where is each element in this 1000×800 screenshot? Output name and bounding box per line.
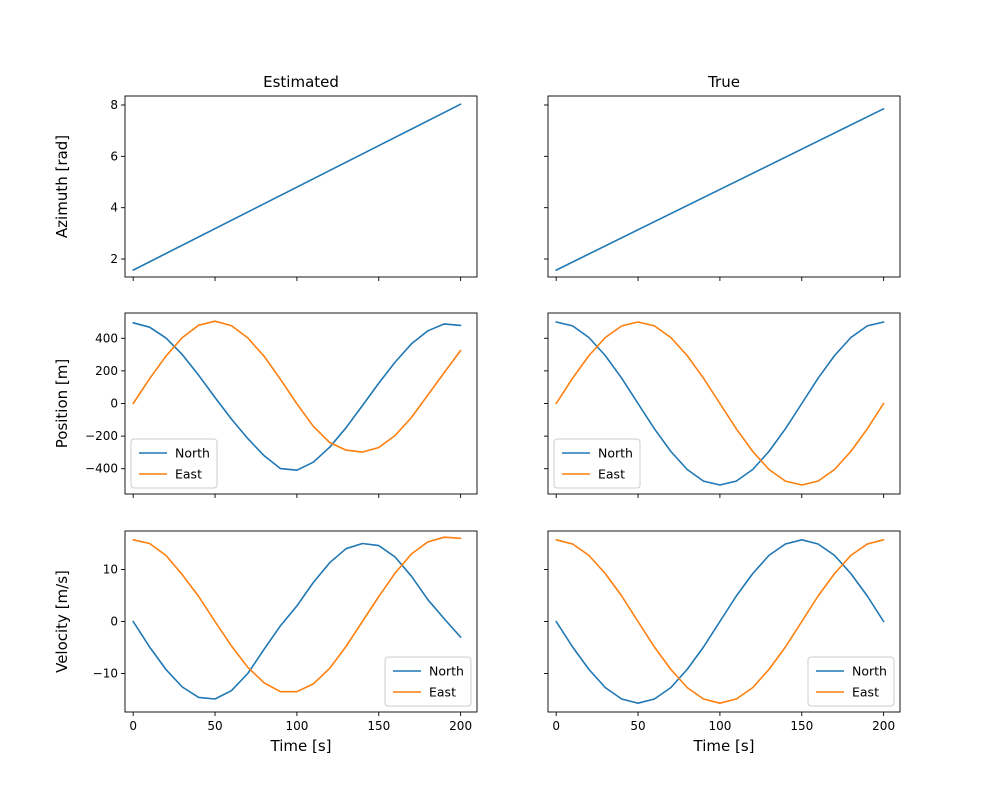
panel-1-true: True: [544, 73, 901, 281]
x-tick-label: 100: [708, 719, 731, 733]
series-line-north: [555, 538, 885, 705]
legend-label-north: North: [598, 446, 633, 461]
series-line-north: [132, 321, 462, 472]
y-tick-label: 400: [95, 331, 118, 345]
series-line-north: [132, 542, 462, 700]
panel-1-estimated: 2 4 6 8 Estimated: [110, 73, 478, 281]
legend-label-east: East: [429, 685, 456, 700]
legend-label-east: East: [598, 467, 625, 482]
series-line-east: [132, 536, 462, 693]
axes-frame: [124, 95, 478, 278]
series-line-east: [555, 538, 885, 705]
y-axis-label-row-2: Position [m]: [53, 359, 71, 449]
x-tick-label: 100: [285, 719, 308, 733]
panel-2-true: North East: [544, 312, 901, 498]
y-tick-label: −400: [85, 462, 118, 476]
legend-box: [384, 656, 472, 707]
series-line-azimuth: [555, 108, 885, 271]
x-tick-label: 150: [790, 719, 813, 733]
series-line-east: [132, 320, 462, 453]
y-tick-label: 8: [110, 98, 118, 112]
y-axis-label-row-1: Azimuth [rad]: [53, 135, 71, 238]
y-tick-label: −200: [85, 429, 118, 443]
series-line-east: [555, 321, 885, 486]
y-tick-label: −10: [93, 667, 118, 681]
x-tick-label: 0: [129, 719, 137, 733]
x-axis-label: Time [s]: [693, 737, 755, 755]
y-axis-label-row-3: Velocity [m/s]: [53, 570, 71, 673]
x-tick-label: 200: [872, 719, 895, 733]
column-title-true: True: [707, 73, 740, 91]
column-title-estimated: Estimated: [263, 73, 339, 91]
y-tick-label: 6: [110, 149, 118, 163]
series-line-north: [555, 321, 885, 486]
legend: North East: [553, 438, 641, 489]
y-tick-label: 10: [103, 562, 118, 576]
legend: North East: [130, 438, 218, 489]
x-axis-label: Time [s]: [270, 737, 332, 755]
x-tick-label: 150: [367, 719, 390, 733]
legend-box: [130, 438, 218, 489]
legend-label-east: East: [852, 685, 879, 700]
legend-label-north: North: [852, 664, 887, 679]
series-line-azimuth: [132, 103, 462, 271]
legend-box: [807, 656, 895, 707]
legend: North East: [384, 656, 472, 707]
legend: North East: [807, 656, 895, 707]
legend-label-north: North: [429, 664, 464, 679]
x-tick-label: 0: [552, 719, 560, 733]
x-tick-label: 50: [207, 719, 222, 733]
y-tick-label: 0: [110, 615, 118, 629]
axes-frame: [547, 95, 901, 278]
y-tick-label: 2: [110, 252, 118, 266]
y-tick-label: 200: [95, 364, 118, 378]
y-tick-label: 0: [110, 397, 118, 411]
legend-label-east: East: [175, 467, 202, 482]
panel-3-true: 0 50 100 150 200 Time [s] North East: [544, 530, 901, 755]
x-tick-label: 200: [449, 719, 472, 733]
x-tick-label: 50: [630, 719, 645, 733]
legend-box: [553, 438, 641, 489]
y-tick-label: 4: [110, 201, 118, 215]
panel-2-estimated: −400 −200 0 200 400 North East: [85, 312, 478, 498]
legend-label-north: North: [175, 446, 210, 461]
